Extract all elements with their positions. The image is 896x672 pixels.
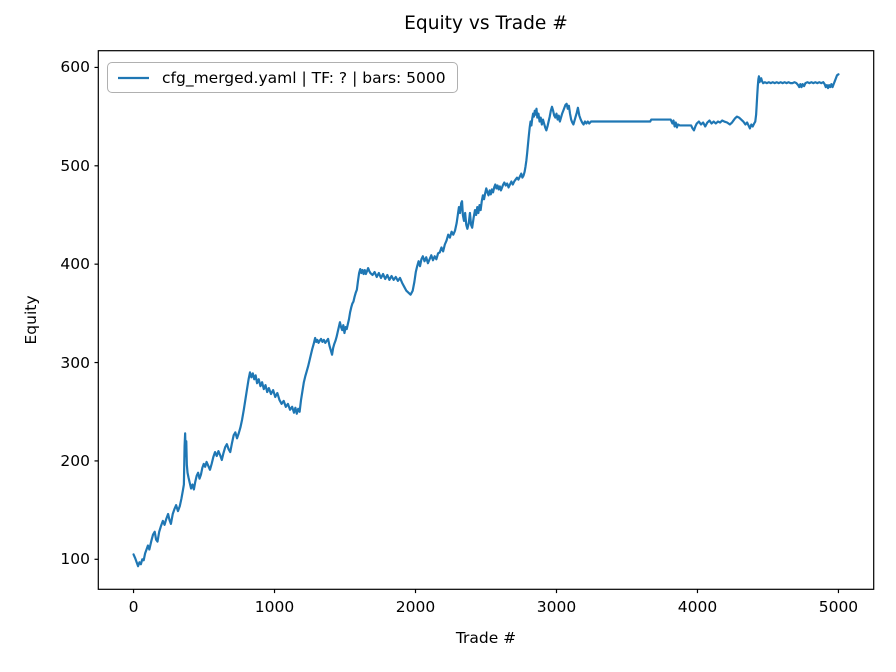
x-tick-label-1000: 1000 bbox=[254, 598, 295, 616]
legend-label: cfg_merged.yaml | TF: ? | bars: 5000 bbox=[162, 68, 446, 87]
equity-curve bbox=[132, 73, 840, 568]
y-axis-label: Equity bbox=[22, 295, 40, 345]
x-axis-label: Trade # bbox=[455, 629, 517, 647]
y-tick-label-200: 200 bbox=[60, 451, 90, 470]
x-tick-label-5000: 5000 bbox=[818, 598, 859, 616]
axes-spines bbox=[97, 50, 875, 590]
y-tick-label-500: 500 bbox=[60, 156, 90, 175]
y-tick-label-600: 600 bbox=[60, 58, 90, 77]
x-tick-label-4000: 4000 bbox=[677, 598, 718, 616]
chart-title: Equity vs Trade # bbox=[404, 13, 568, 34]
y-tick-label-100: 100 bbox=[60, 550, 90, 569]
x-tick-label-2000: 2000 bbox=[395, 598, 436, 616]
legend: cfg_merged.yaml | TF: ? | bars: 5000 bbox=[107, 62, 458, 93]
y-tick-label-300: 300 bbox=[60, 353, 90, 372]
x-tick-label-3000: 3000 bbox=[536, 598, 577, 616]
y-tick-label-400: 400 bbox=[60, 255, 90, 274]
legend-line-sample-icon bbox=[118, 76, 149, 79]
x-tick-label-0: 0 bbox=[128, 598, 139, 616]
